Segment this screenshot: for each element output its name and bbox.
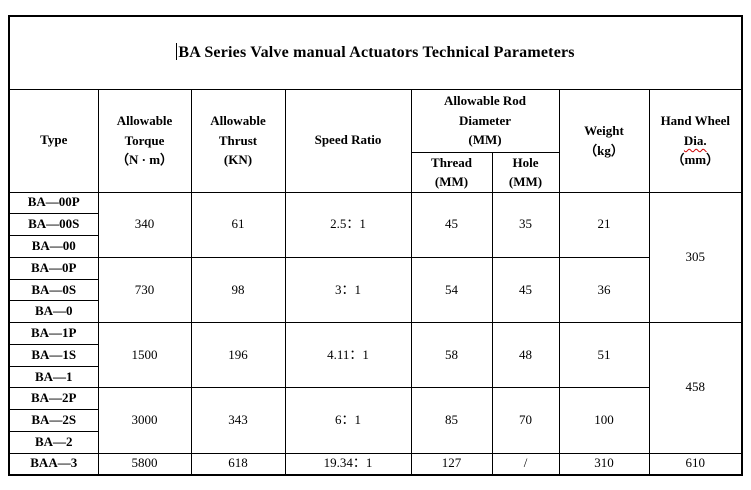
type-cell: BA—00S xyxy=(8,213,99,237)
torque-value: 3000 xyxy=(97,387,192,454)
hole-value: 35 xyxy=(491,191,560,258)
type-cell: BA—0 xyxy=(8,300,99,324)
header-line: Thread xyxy=(431,154,472,170)
type-cell: BA—0P xyxy=(8,256,99,280)
table-row: BA—1 xyxy=(8,365,742,389)
table-title: BA Series Valve manual Actuators Technic… xyxy=(8,15,743,90)
torque-value: 5800 xyxy=(97,452,192,476)
header-line: Allowable xyxy=(210,113,266,129)
handwheel-value: 458 xyxy=(648,322,743,454)
table-row: BA—1P 1500 196 4.11：1 58 48 51 458 xyxy=(8,322,743,454)
header-line: Allowable xyxy=(116,113,173,129)
type-cell: BA—1 xyxy=(8,365,99,389)
header-line: Thrust xyxy=(218,132,258,148)
type-cell: BA—0S xyxy=(8,278,99,302)
header-hole: Hole (MM) xyxy=(491,151,560,193)
type-cell: BAA—3 xyxy=(8,452,99,476)
weight-value: 21 xyxy=(558,191,650,258)
text-cursor xyxy=(176,43,178,61)
handwheel-value: 305 xyxy=(648,191,743,324)
type-cell: BA—1P xyxy=(8,322,99,345)
header-row-2: Thread (MM) Hole (MM) xyxy=(9,151,742,193)
thread-value: 45 xyxy=(410,191,493,258)
speed-ratio-value: 2.5：1 xyxy=(284,191,412,258)
header-row-1: Type Allowable Torque （N · m） Allowable … xyxy=(8,88,743,193)
header-type: Type xyxy=(8,88,99,193)
torque-value: 730 xyxy=(97,256,192,324)
table-row: BA—2S xyxy=(8,409,742,432)
type-cell: BA—1S xyxy=(8,343,99,367)
header-line: (MM) xyxy=(468,132,502,148)
header-allowable-thrust: Allowable Thrust (KN) xyxy=(190,88,286,193)
header-line: Torque xyxy=(124,132,165,148)
parameters-table: BA Series Valve manual Actuators Technic… xyxy=(8,15,744,476)
weight-value: 36 xyxy=(558,256,650,324)
header-line-spellchecked: Dia. xyxy=(683,132,707,148)
header-line: Hole xyxy=(512,154,539,170)
header-line: （kg） xyxy=(584,142,624,158)
table-row: BAA—3 5800 618 19.34：1 127 / 310 610 xyxy=(8,452,743,476)
thrust-value: 61 xyxy=(190,191,286,258)
type-cell: BA—2 xyxy=(8,430,99,454)
thread-value: 85 xyxy=(410,387,493,454)
torque-value: 1500 xyxy=(97,322,192,389)
thread-value: 127 xyxy=(410,452,493,476)
speed-ratio-value: 3：1 xyxy=(284,256,412,324)
speed-ratio-value: 4.11：1 xyxy=(284,322,412,389)
title-row: BA Series Valve manual Actuators Technic… xyxy=(8,15,743,90)
table-row: BA—00S xyxy=(8,213,742,237)
header-speed-ratio: Speed Ratio xyxy=(284,88,412,193)
header-line: (KN) xyxy=(223,152,253,168)
header-line: （N · m） xyxy=(115,152,174,168)
table-row: BA—2P 3000 343 6：1 85 70 100 xyxy=(8,387,742,454)
table-row: BA—1S xyxy=(8,343,742,367)
header-line: Diameter xyxy=(459,112,511,128)
table-row: BA—0P 730 98 3：1 54 45 36 xyxy=(8,256,742,324)
type-cell: BA—2P xyxy=(8,387,99,411)
hole-value: / xyxy=(491,452,560,476)
header-allowable-torque: Allowable Torque （N · m） xyxy=(97,88,192,193)
speed-ratio-value: 6：1 xyxy=(284,387,412,454)
header-weight: Weight （kg） xyxy=(558,88,650,193)
handwheel-value: 610 xyxy=(648,452,743,476)
thread-value: 58 xyxy=(410,322,493,389)
table-row: BA—0S xyxy=(8,278,742,302)
thread-value: 54 xyxy=(410,256,493,324)
table-title-text: BA Series Valve manual Actuators Technic… xyxy=(178,44,575,62)
header-line: (MM) xyxy=(508,174,543,189)
thrust-value: 343 xyxy=(190,387,286,454)
header-line: Hand Wheel xyxy=(660,113,731,129)
header-line: (MM) xyxy=(434,174,469,189)
weight-value: 100 xyxy=(558,387,650,454)
header-rod-diameter: Allowable Rod Diameter (MM) xyxy=(410,88,560,153)
header-line: Allowable Rod xyxy=(444,93,526,109)
hole-value: 45 xyxy=(491,256,560,324)
weight-value: 310 xyxy=(558,452,650,476)
header-handwheel-dia: Hand Wheel Dia. （mm） xyxy=(648,88,743,193)
header-line: Weight xyxy=(584,123,624,138)
header-line: （mm） xyxy=(671,152,720,168)
hole-value: 70 xyxy=(491,387,560,454)
speed-ratio-value: 19.34：1 xyxy=(284,452,412,476)
torque-value: 340 xyxy=(97,191,192,258)
type-cell: BA—00 xyxy=(8,235,99,258)
type-cell: BA—2S xyxy=(8,409,99,432)
thrust-value: 98 xyxy=(190,256,286,324)
thrust-value: 618 xyxy=(190,452,286,476)
hole-value: 48 xyxy=(491,322,560,389)
weight-value: 51 xyxy=(558,322,650,389)
thrust-value: 196 xyxy=(190,322,286,389)
header-thread: Thread (MM) xyxy=(410,151,493,193)
type-cell: BA—00P xyxy=(8,191,99,215)
table-row: BA—00P 340 61 2.5：1 45 35 21 305 xyxy=(8,191,743,324)
